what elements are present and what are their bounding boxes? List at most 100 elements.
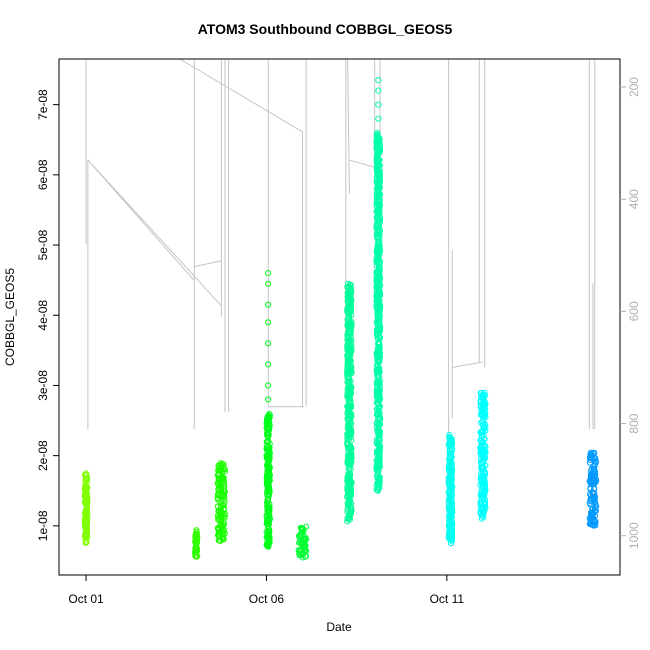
- data-point: [446, 488, 453, 495]
- data-point: [373, 231, 380, 238]
- data-point: [265, 454, 272, 461]
- data-point: [591, 499, 599, 506]
- data-point: [448, 438, 455, 445]
- data-point: [374, 257, 381, 264]
- data-point: [375, 115, 382, 122]
- data-point: [347, 285, 354, 292]
- data-point: [376, 464, 383, 471]
- right-y-tick-label: 600: [627, 301, 641, 321]
- data-point: [266, 422, 273, 429]
- data-point: [265, 540, 272, 547]
- data-point: [376, 347, 383, 354]
- data-point: [84, 519, 91, 526]
- data-point: [376, 150, 383, 157]
- data-point: [375, 217, 382, 224]
- right-y-tick-label: 400: [627, 189, 641, 209]
- data-point: [374, 162, 381, 169]
- data-point: [482, 409, 489, 416]
- data-point: [193, 530, 200, 537]
- y-tick-label: 5e-08: [36, 229, 50, 260]
- data-point: [375, 264, 382, 271]
- data-point: [373, 292, 380, 299]
- data-point: [375, 423, 382, 430]
- data-point: [347, 306, 355, 313]
- cluster-9: [586, 449, 600, 529]
- data-point: [264, 478, 271, 485]
- x-tick-label: Oct 01: [68, 592, 104, 606]
- data-point: [446, 450, 453, 457]
- data-point: [373, 214, 380, 221]
- right-y-tick-label: 200: [627, 77, 641, 97]
- data-point: [301, 540, 308, 547]
- data-point: [218, 509, 225, 516]
- data-point: [374, 400, 381, 407]
- plot-frame: [58, 58, 621, 576]
- data-point: [265, 447, 272, 454]
- data-point: [375, 101, 382, 108]
- data-point: [593, 503, 600, 510]
- data-point: [478, 428, 485, 436]
- data-point: [445, 466, 452, 473]
- data-point: [265, 507, 272, 514]
- chart-title: ATOM3 Southbound COBBGL_GEOS5: [198, 21, 453, 37]
- data-point: [482, 392, 489, 399]
- data-point: [347, 491, 354, 498]
- data-point: [592, 458, 600, 466]
- data-point: [221, 468, 228, 475]
- data-point: [446, 467, 453, 474]
- data-point: [479, 452, 486, 459]
- y-tick-label: 7e-08: [36, 89, 50, 120]
- data-point: [477, 444, 484, 451]
- data-point: [344, 373, 352, 380]
- data-point: [446, 534, 453, 541]
- data-point: [376, 444, 383, 452]
- data-point: [348, 428, 355, 435]
- data-point: [375, 381, 382, 388]
- data-point: [265, 382, 272, 389]
- data-point: [345, 477, 352, 484]
- data-point: [448, 473, 455, 480]
- data-point: [588, 515, 595, 522]
- data-point: [373, 195, 380, 202]
- data-point: [347, 378, 354, 385]
- data-point: [376, 281, 384, 288]
- data-point: [348, 507, 355, 514]
- data-point: [448, 506, 455, 513]
- right-y-tick-label: 800: [627, 413, 641, 433]
- y-tick-label: 2e-08: [36, 440, 50, 471]
- data-point: [216, 482, 223, 489]
- x-tick-label: Oct 11: [430, 592, 465, 606]
- data-point: [590, 466, 598, 473]
- data-point: [217, 503, 224, 510]
- cluster-4: [295, 523, 310, 561]
- data-point: [217, 522, 224, 530]
- data-point: [446, 459, 453, 466]
- y-tick-label: 3e-08: [36, 370, 50, 401]
- data-point: [265, 482, 272, 489]
- pressure-profile-layer: [85, 58, 596, 435]
- data-point: [346, 320, 353, 327]
- data-point: [448, 435, 455, 442]
- data-point: [448, 453, 455, 460]
- pressure-segment-17: [349, 159, 379, 169]
- data-point: [446, 447, 453, 455]
- data-point: [346, 499, 353, 506]
- data-point: [265, 464, 272, 472]
- data-point: [345, 350, 352, 357]
- data-point: [374, 242, 381, 249]
- data-point: [480, 427, 487, 434]
- data-point: [376, 404, 383, 411]
- data-point: [345, 412, 352, 419]
- data-point: [264, 437, 272, 444]
- data-point: [82, 478, 89, 485]
- pressure-segment-16: [347, 58, 350, 194]
- data-point: [375, 198, 382, 205]
- data-point: [344, 439, 351, 446]
- data-point: [375, 350, 382, 357]
- data-point: [591, 507, 599, 514]
- data-point: [265, 319, 272, 326]
- data-point: [345, 341, 352, 348]
- data-point: [83, 489, 90, 496]
- data-point: [481, 401, 488, 408]
- data-point: [374, 137, 381, 144]
